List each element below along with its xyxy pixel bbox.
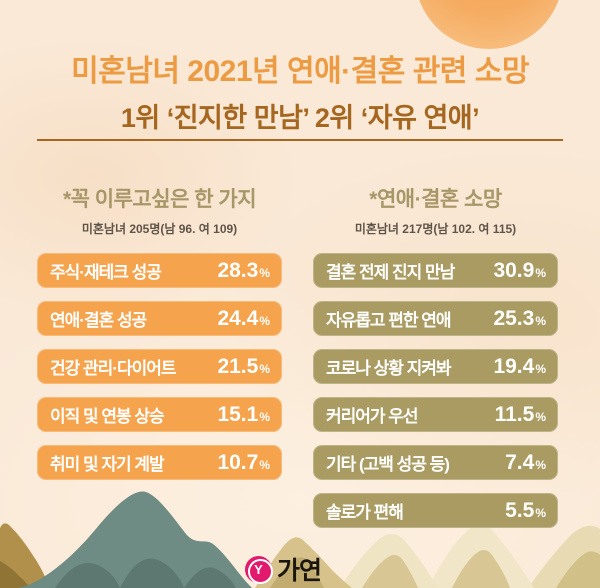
stat-number: 15.1 <box>217 402 259 426</box>
page-title: 미혼남녀 2021년 연애·결혼 관련 소망 <box>71 55 529 88</box>
mountain-teal <box>18 491 252 588</box>
stat-label: 연애·결혼 성공 <box>50 311 147 330</box>
stat-value: 15.1% <box>217 403 270 427</box>
stat-bar: 커리어가 우선 11.5% <box>313 397 558 432</box>
stat-value: 24.4% <box>217 307 270 331</box>
stat-bar: 결혼 전제 진지 만남 30.9% <box>313 253 558 288</box>
column-love-marriage-wish: *연애·결혼 소망 미혼남녀 217명(남 102. 여 115) 결혼 전제 … <box>313 183 558 528</box>
stat-bar: 건강 관리·다이어트 21.5% <box>37 349 282 384</box>
percent-sign: % <box>259 361 270 376</box>
column-title: *연애·결혼 소망 <box>369 188 502 211</box>
gayeon-logo-text: 가연 <box>277 557 322 585</box>
stat-bar: 취미 및 자기 계발 10.7% <box>37 445 282 480</box>
mountain-tan-shadow <box>270 557 324 588</box>
stat-value: 30.9% <box>493 259 546 283</box>
mountain-cream-big-shadow <box>452 550 510 588</box>
title-underline <box>37 139 563 141</box>
percent-sign: % <box>535 265 546 280</box>
gayeon-logo-icon: Y <box>245 555 273 584</box>
column-one-wish: *꼭 이루고싶은 한 가지 미혼남녀 205명(남 96. 여 109) 주식·… <box>37 183 282 480</box>
stat-label: 솔로가 편해 <box>326 503 404 522</box>
percent-sign: % <box>259 409 270 424</box>
stat-value: 25.3% <box>493 307 546 331</box>
percent-sign: % <box>535 313 546 328</box>
stat-bar: 연애·결혼 성공 24.4% <box>37 301 282 336</box>
stat-bar-list: 결혼 전제 진지 만남 30.9% 자유롭고 편한 연애 25.3% 코로나 상… <box>313 253 558 528</box>
percent-sign: % <box>259 457 270 472</box>
stat-number: 10.7 <box>217 450 259 474</box>
mountain-teal-ridge-3 <box>184 567 236 588</box>
percent-sign: % <box>535 409 546 424</box>
sun-decoration <box>415 0 563 49</box>
stat-bar-list: 주식·재테크 성공 28.3% 연애·결혼 성공 24.4% 건강 관리·다이어… <box>37 253 282 480</box>
stat-bar: 솔로가 편해 5.5% <box>313 493 558 528</box>
percent-sign: % <box>535 457 546 472</box>
stat-label: 취미 및 자기 계발 <box>50 455 165 474</box>
column-sample-size: 미혼남녀 205명(남 96. 여 109) <box>81 222 238 236</box>
gayeon-logo: Y 가연 <box>245 551 322 587</box>
stat-number: 30.9 <box>493 258 535 282</box>
stat-number: 28.3 <box>217 258 259 282</box>
mountain-cream-far-right-shadow <box>556 551 600 588</box>
mountain-cream-mid-shadow <box>362 554 418 588</box>
stat-value: 21.5% <box>217 355 270 379</box>
stat-number: 25.3 <box>493 306 535 330</box>
column-title: *꼭 이루고싶은 한 가지 <box>62 188 257 211</box>
stat-number: 7.4 <box>505 450 535 474</box>
page-subtitle: 1위 ‘진지한 만남’ 2위 ‘자유 연애’ <box>120 103 480 133</box>
stat-label: 커리어가 우선 <box>326 407 419 426</box>
stat-value: 10.7% <box>217 451 270 475</box>
column-sample-size: 미혼남녀 217명(남 102. 여 115) <box>354 222 517 236</box>
stat-label: 자유롭고 편한 연애 <box>326 311 452 330</box>
percent-sign: % <box>535 361 546 376</box>
stat-value: 28.3% <box>217 259 270 283</box>
stat-number: 21.5 <box>217 354 259 378</box>
stat-number: 11.5 <box>494 402 535 426</box>
percent-sign: % <box>535 505 546 520</box>
stat-label: 이직 및 연봉 상승 <box>50 407 165 426</box>
stat-bar: 이직 및 연봉 상승 15.1% <box>37 397 282 432</box>
logo-letter: Y <box>254 561 263 577</box>
mountain-gold-shadow <box>0 561 30 588</box>
percent-sign: % <box>259 265 270 280</box>
stat-label: 코로나 상황 지켜봐 <box>326 359 452 378</box>
stat-value: 5.5% <box>505 499 546 523</box>
stat-number: 5.5 <box>505 498 535 522</box>
mountain-teal-ridge-1 <box>55 563 120 588</box>
stat-number: 24.4 <box>217 306 259 330</box>
stat-bar: 주식·재테크 성공 28.3% <box>37 253 282 288</box>
stat-label: 결혼 전제 진지 만남 <box>326 263 455 282</box>
stat-value: 11.5% <box>495 403 546 427</box>
stat-number: 19.4 <box>493 354 535 378</box>
stat-label: 기타 (고백 성공 등) <box>326 455 450 474</box>
percent-sign: % <box>259 313 270 328</box>
stat-label: 주식·재테크 성공 <box>50 263 162 282</box>
stat-label: 건강 관리·다이어트 <box>50 359 177 378</box>
stat-bar: 기타 (고백 성공 등) 7.4% <box>313 445 558 480</box>
stat-bar: 자유롭고 편한 연애 25.3% <box>313 301 558 336</box>
stat-value: 7.4% <box>505 451 546 475</box>
mountain-teal-ridge-2 <box>120 558 184 588</box>
mountains-illustration <box>0 491 600 588</box>
stat-value: 19.4% <box>493 355 546 379</box>
stat-bar: 코로나 상황 지켜봐 19.4% <box>313 349 558 384</box>
